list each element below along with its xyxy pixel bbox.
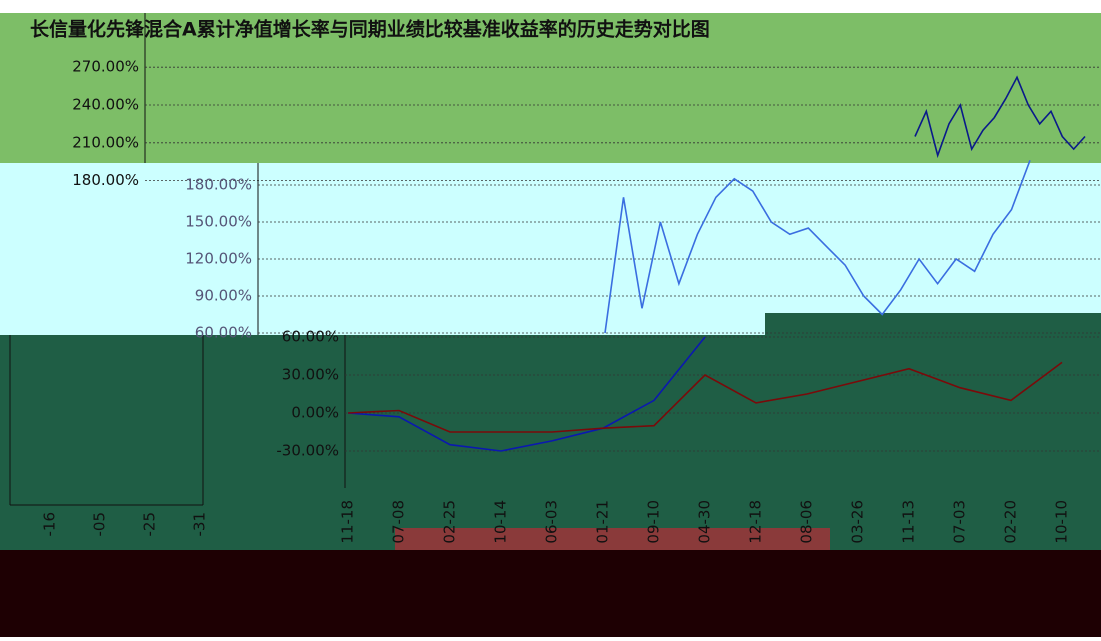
panel-bg [0,550,1101,637]
x-tick-label: -25 [141,512,159,537]
x-tick-label: 04-30 [696,500,714,544]
series-line [347,361,1063,433]
x-tick-label: 06-03 [543,500,561,544]
x-tick-label: 12-18 [747,500,765,544]
x-tick-label: 09-10 [645,500,663,544]
y-tick-label: 90.00% [195,287,252,305]
y-tick-label: 120.00% [185,249,252,267]
x-tick-label: 01-21 [594,500,612,544]
x-tick-label: 10-10 [1053,500,1071,544]
y-tick-label: 0.00% [291,404,339,422]
y-tick-label: 180.00% [185,175,252,193]
y-tick-label: 150.00% [185,212,252,230]
panel-bg [0,13,1101,163]
x-tick-label: 07-08 [390,500,408,544]
panel-bg [765,313,1101,335]
y-tick-label: 210.00% [72,133,139,151]
x-tick-label: -05 [91,512,109,537]
x-tick-label: 02-25 [441,500,459,544]
x-tick-label: -16 [41,512,59,537]
glitch-strip [395,528,830,550]
y-tick-label: 60.00% [195,324,252,342]
x-tick-label: 02-20 [1002,500,1020,544]
x-tick-label: 03-26 [849,500,867,544]
x-tick-label: 11-13 [900,500,918,544]
y-tick-label: 30.00% [282,366,339,384]
x-tick-label: -31 [191,512,209,537]
x-tick-label: 10-14 [492,500,510,544]
series-line [347,336,706,452]
x-tick-label: 08-06 [798,500,816,544]
series-line [604,160,1031,334]
panel-bg [0,163,1101,335]
x-tick-label: 11-18 [339,500,357,544]
y-tick-label: 270.00% [72,58,139,76]
y-tick-label: 180.00% [72,171,139,189]
x-tick-label: 07-03 [951,500,969,544]
panel-bg [0,335,1101,550]
y-tick-label: 240.00% [72,96,139,114]
y-tick-label: 60.00% [282,328,339,346]
y-tick-label: -30.00% [276,442,339,460]
series-line [914,75,1086,159]
chart-title: 长信量化先锋混合A累计净值增长率与同期业绩比较基准收益率的历史走势对比图 [30,18,710,41]
